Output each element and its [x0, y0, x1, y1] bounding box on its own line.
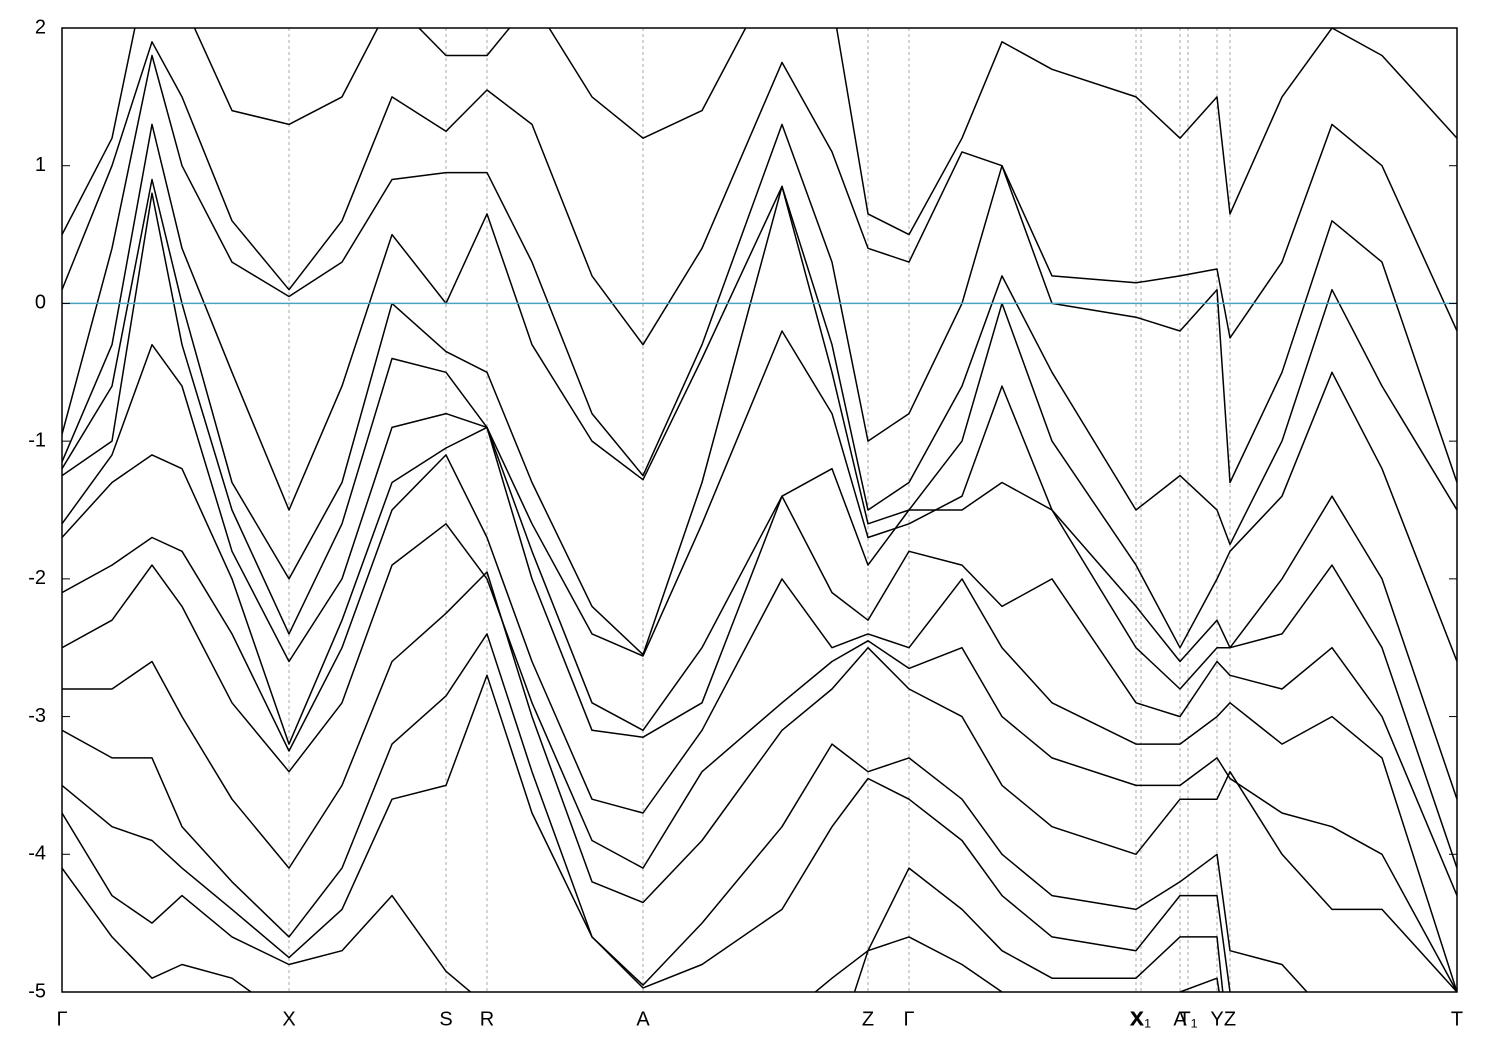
plot-frame [61, 27, 1458, 993]
x-tick-label: X [282, 1008, 295, 1030]
y-tick-label: -5 [28, 980, 46, 1002]
band-line [62, 426, 1457, 896]
band-line [62, 54, 1457, 484]
band-line [62, 674, 1231, 992]
band-line [62, 178, 1457, 662]
x-tick-label: Γ [56, 1008, 67, 1030]
x-tick-label: Y [1210, 1008, 1223, 1030]
x-tick-label: T [1451, 1008, 1463, 1030]
x-tick-label: Γ [903, 1008, 914, 1030]
band-line [62, 192, 1457, 800]
x-tick-label: X₁ [1131, 1008, 1151, 1030]
y-tick-label: 0 [35, 292, 46, 314]
band-line [62, 812, 1224, 992]
y-tick-label: 2 [35, 16, 46, 38]
x-tick-label: A [1173, 1008, 1187, 1030]
band-line [62, 454, 1457, 992]
x-tick-label: Z [1224, 1008, 1236, 1030]
bands [62, 28, 1457, 992]
band-line [62, 633, 1309, 992]
x-tick-label: Z [862, 1008, 874, 1030]
x-tick-label: X [1129, 1008, 1142, 1030]
band-line [62, 41, 1457, 346]
x-tick-label: T₁ [1179, 1008, 1198, 1030]
y-tick-label: -1 [28, 429, 46, 451]
band-line [62, 571, 1457, 992]
band-line [62, 523, 1457, 992]
x-tick-label: A [636, 1008, 650, 1030]
x-tick-label: S [439, 1008, 452, 1030]
x-tick-label: R [480, 1008, 494, 1030]
y-tick-label: -3 [28, 705, 46, 727]
y-tick-label: 1 [35, 154, 46, 176]
band-line [62, 867, 1220, 992]
y-tick-label: -2 [28, 567, 46, 589]
y-tick-label: -4 [28, 843, 46, 865]
band-line [62, 28, 1457, 236]
